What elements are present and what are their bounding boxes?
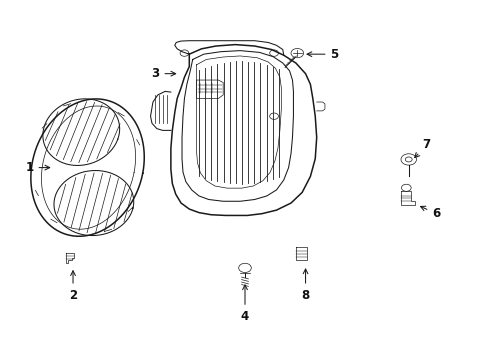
Text: 8: 8 [301, 269, 310, 302]
Text: 3: 3 [151, 67, 175, 80]
Text: 7: 7 [415, 138, 431, 158]
Text: 6: 6 [420, 206, 441, 220]
Text: 2: 2 [69, 271, 77, 302]
Text: 5: 5 [307, 48, 339, 61]
Text: 4: 4 [241, 285, 249, 323]
Text: 1: 1 [25, 161, 49, 174]
